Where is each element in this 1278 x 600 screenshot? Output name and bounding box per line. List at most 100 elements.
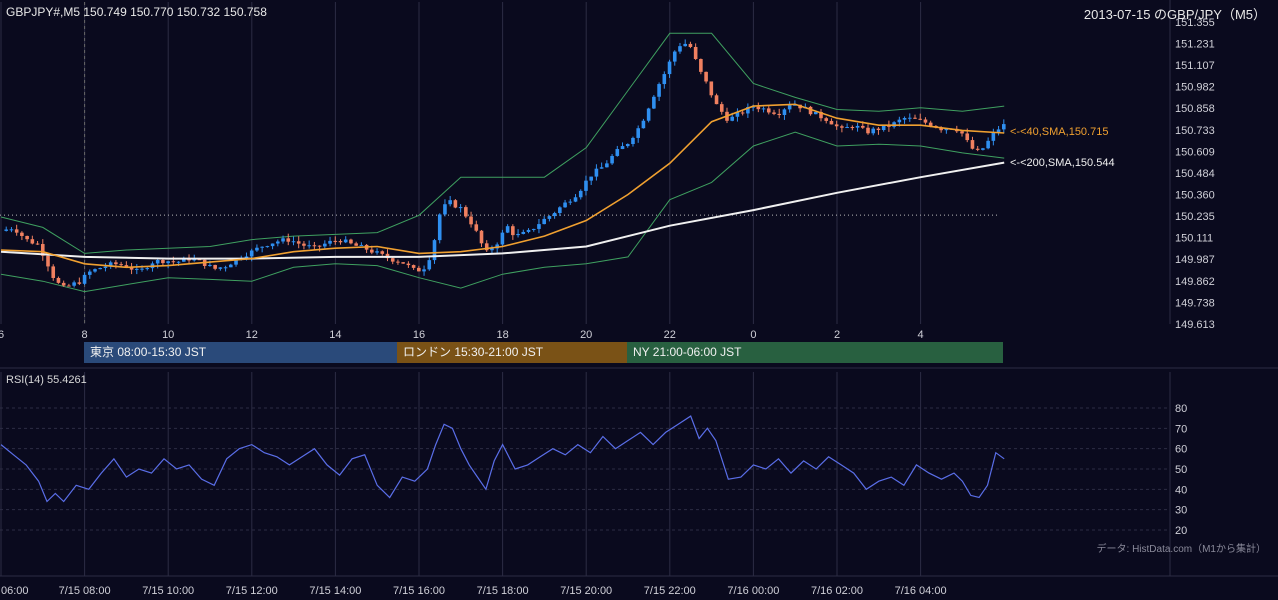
candle-body <box>51 266 56 278</box>
candle-body <box>328 240 332 244</box>
candle-body <box>443 204 447 215</box>
bottom-x-tick-label: 7/16 04:00 <box>895 585 947 597</box>
main-x-tick-label: 8 <box>82 329 88 341</box>
candle-body <box>662 74 667 85</box>
bottom-x-tick-label: 06:00 <box>1 585 29 597</box>
candle-body <box>542 218 546 225</box>
candle-body <box>620 146 625 150</box>
candle-body <box>547 216 552 219</box>
main-y-tick-label: 150.111 <box>1175 233 1213 245</box>
bottom-x-tick-label: 7/15 18:00 <box>477 585 529 597</box>
candle-body <box>657 84 661 97</box>
main-x-tick-label: 22 <box>664 329 676 341</box>
candle-body <box>124 265 129 267</box>
candle-body <box>960 131 964 134</box>
candle-body <box>834 124 839 127</box>
candle-body <box>390 258 395 262</box>
candle-body <box>192 259 197 261</box>
rsi-y-tick-label: 20 <box>1175 525 1187 537</box>
candle-body <box>537 224 541 229</box>
main-y-tick-label: 150.982 <box>1175 82 1215 94</box>
candle-body <box>20 232 24 236</box>
candle-body <box>735 112 740 117</box>
candle-body <box>573 197 578 202</box>
candle-body <box>171 261 176 263</box>
bottom-x-tick-label: 7/15 10:00 <box>142 585 194 597</box>
candle-body <box>944 128 949 131</box>
candle-body <box>850 127 855 129</box>
candle-body <box>281 238 285 242</box>
candle-body <box>380 251 385 254</box>
candle-body <box>119 264 123 266</box>
candle-body <box>970 140 975 149</box>
rsi-series <box>0 415 1005 503</box>
candle-body <box>67 285 71 287</box>
candle-body <box>145 268 150 270</box>
symbol-ohlc-label: GBPJPY#,M5 150.749 150.770 150.732 150.7… <box>6 5 267 19</box>
candle-body <box>14 229 19 233</box>
candle-body <box>907 117 912 119</box>
candle-body <box>276 241 280 244</box>
candle-body <box>260 246 264 248</box>
main-y-tick-label: 150.858 <box>1175 103 1215 115</box>
rsi-y-tick-label: 40 <box>1175 484 1187 496</box>
candle-body <box>406 263 411 266</box>
candle-body <box>688 43 693 47</box>
candle-body <box>766 108 771 113</box>
main-x-axis: 6 8 10 12 14 16 18 20 22 0 2 4 <box>0 329 924 341</box>
candle-body <box>652 96 656 109</box>
candle-body <box>61 282 66 286</box>
candle-body <box>223 267 228 269</box>
main-x-tick-label: 2 <box>834 329 840 341</box>
session-ny: NY 21:00-06:00 JST <box>627 342 1003 363</box>
candle-body <box>46 255 50 267</box>
main-grid <box>0 0 1171 324</box>
candle-body <box>793 104 797 106</box>
candle-body <box>568 201 573 203</box>
candle-body <box>333 240 338 242</box>
main-y-tick-label: 149.613 <box>1175 319 1215 331</box>
candle-body <box>772 112 776 114</box>
candle-body <box>808 106 813 115</box>
candle-body <box>740 112 745 114</box>
main-y-tick-label: 150.360 <box>1175 189 1215 201</box>
candle-body <box>307 245 311 247</box>
candle-body <box>646 108 651 121</box>
candle-body <box>265 246 270 248</box>
main-y-tick-label: 149.738 <box>1175 297 1215 309</box>
bollinger-lower-line <box>0 131 1005 293</box>
main-x-tick-label: 20 <box>580 329 592 341</box>
candle-body <box>286 238 291 242</box>
candle-body <box>704 71 708 82</box>
candle-body <box>855 125 860 128</box>
candle-body <box>208 264 212 266</box>
rsi-y-axis: 80 70 60 50 40 30 20 <box>1175 403 1187 537</box>
candle-body <box>928 122 933 126</box>
candle-body <box>782 109 787 115</box>
candle-body <box>396 261 400 263</box>
candle-body <box>521 231 526 234</box>
candle-body <box>866 127 870 134</box>
candle-body <box>678 46 682 52</box>
candle-body <box>98 268 103 270</box>
candle-body <box>631 137 635 145</box>
candle-body <box>913 117 917 119</box>
rsi-line <box>0 415 1005 503</box>
candle-body <box>761 108 766 110</box>
candle-body <box>359 244 364 246</box>
candle-body <box>975 148 980 150</box>
bottom-x-tick-label: 7/16 02:00 <box>811 585 863 597</box>
rsi-title: RSI(14) 55.4261 <box>6 374 87 386</box>
main-x-tick-label: 14 <box>329 329 341 341</box>
candle-body <box>787 105 792 110</box>
candle-body <box>401 262 405 264</box>
candle-body <box>218 267 223 269</box>
bottom-x-tick-label: 7/15 20:00 <box>560 585 612 597</box>
candle-body <box>437 214 442 241</box>
candle-body <box>516 233 520 236</box>
candle-body <box>417 267 421 272</box>
main-y-tick-label: 151.107 <box>1175 60 1215 72</box>
bottom-x-tick-label: 7/15 16:00 <box>393 585 445 597</box>
candle-body <box>918 118 923 120</box>
main-y-tick-label: 150.609 <box>1175 146 1215 158</box>
